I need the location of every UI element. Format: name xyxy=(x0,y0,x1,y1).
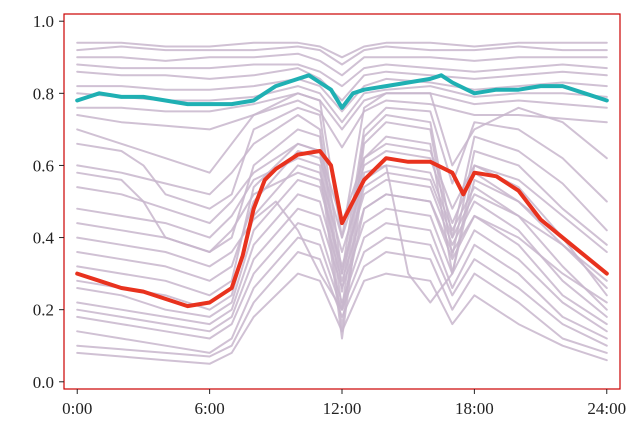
y-tick-label: 0.4 xyxy=(33,229,55,248)
background-series-line xyxy=(76,63,608,88)
y-tick-label: 0.8 xyxy=(33,84,54,103)
series-layer xyxy=(75,41,609,365)
background-series-line xyxy=(76,251,608,358)
background-series-line xyxy=(76,52,608,77)
background-series-line xyxy=(76,207,608,333)
background-series-line xyxy=(76,150,608,289)
background-series-line xyxy=(76,135,608,329)
y-tick-label: 0.6 xyxy=(33,156,54,175)
red-series-line xyxy=(75,149,609,309)
background-series-line xyxy=(76,85,608,124)
x-tick-label: 18:00 xyxy=(455,399,494,418)
background-series-line xyxy=(76,92,608,131)
background-series-line xyxy=(76,171,608,282)
y-tick-label: 0.2 xyxy=(33,301,54,320)
y-tick-label: 0.0 xyxy=(33,373,54,392)
background-series-line xyxy=(76,114,608,293)
teal-series-line xyxy=(75,73,609,110)
x-tick-label: 12:00 xyxy=(323,399,362,418)
y-tick-label: 1.0 xyxy=(33,12,54,31)
background-series-line xyxy=(76,236,608,354)
x-tick-label: 0:00 xyxy=(62,399,92,418)
background-series-line xyxy=(76,178,608,318)
axis-layer: 0.0 0.2 0.4 0.6 0.8 1.0 0:00 6:00 12:00 18:00 24:0… xyxy=(33,12,626,418)
background-series-line xyxy=(76,272,608,365)
background-series-line xyxy=(76,106,608,275)
background-series-line xyxy=(76,41,608,59)
background-series-line xyxy=(76,77,608,113)
x-tick-label: 24:00 xyxy=(587,399,626,418)
background-series-line xyxy=(76,45,608,66)
x-tick-label: 6:00 xyxy=(195,399,225,418)
background-series-line xyxy=(76,193,608,326)
background-series-line xyxy=(76,67,608,102)
background-series-line xyxy=(76,222,608,340)
background-series-line xyxy=(76,193,608,311)
